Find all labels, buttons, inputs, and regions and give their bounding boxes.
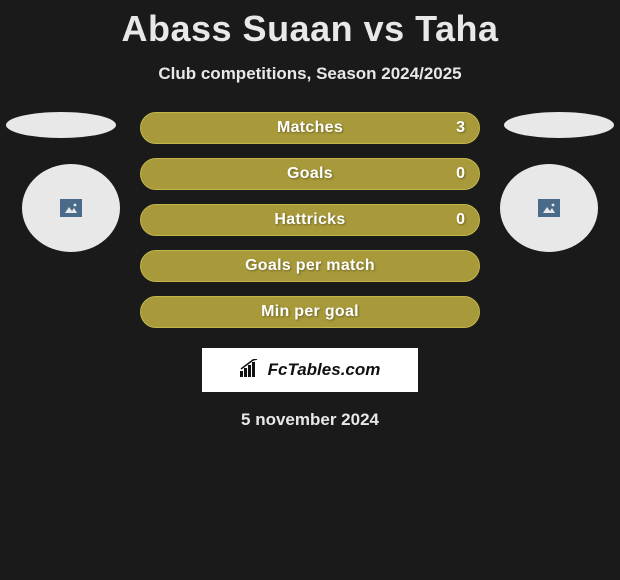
- stat-value: 0: [456, 165, 465, 183]
- page-subtitle: Club competitions, Season 2024/2025: [0, 64, 620, 84]
- stat-row-matches: Matches 3: [140, 112, 480, 144]
- stat-label: Goals: [287, 165, 333, 183]
- date-label: 5 november 2024: [0, 410, 620, 430]
- stat-label: Matches: [277, 119, 343, 137]
- player-right-avatar: [500, 164, 598, 252]
- stat-value: 3: [456, 119, 465, 137]
- stat-label: Goals per match: [245, 257, 375, 275]
- page-title: Abass Suaan vs Taha: [0, 0, 620, 50]
- stat-row-hattricks: Hattricks 0: [140, 204, 480, 236]
- stat-rows: Matches 3 Goals 0 Hattricks 0 Goals per …: [140, 112, 480, 328]
- stat-row-min-per-goal: Min per goal: [140, 296, 480, 328]
- stat-label: Min per goal: [261, 303, 359, 321]
- player-right-flag-ellipse: [504, 112, 614, 138]
- stat-row-goals-per-match: Goals per match: [140, 250, 480, 282]
- stat-label: Hattricks: [274, 211, 345, 229]
- player-left-flag-ellipse: [6, 112, 116, 138]
- player-right-placeholder-icon: [538, 199, 560, 217]
- player-left-avatar: [22, 164, 120, 252]
- player-left-placeholder-icon: [60, 199, 82, 217]
- comparison-container: Matches 3 Goals 0 Hattricks 0 Goals per …: [0, 112, 620, 430]
- stat-value: 0: [456, 211, 465, 229]
- stat-row-goals: Goals 0: [140, 158, 480, 190]
- brand-chart-icon: [240, 359, 262, 382]
- brand-text: FcTables.com: [268, 360, 381, 380]
- brand-badge: FcTables.com: [202, 348, 418, 392]
